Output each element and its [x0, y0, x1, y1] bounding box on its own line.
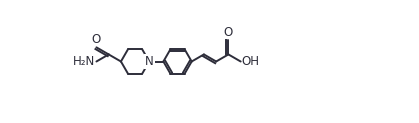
Text: H₂N: H₂N [73, 55, 95, 68]
Text: O: O [224, 26, 233, 39]
Text: O: O [91, 33, 101, 46]
Text: N: N [145, 55, 154, 68]
Text: OH: OH [241, 55, 259, 68]
